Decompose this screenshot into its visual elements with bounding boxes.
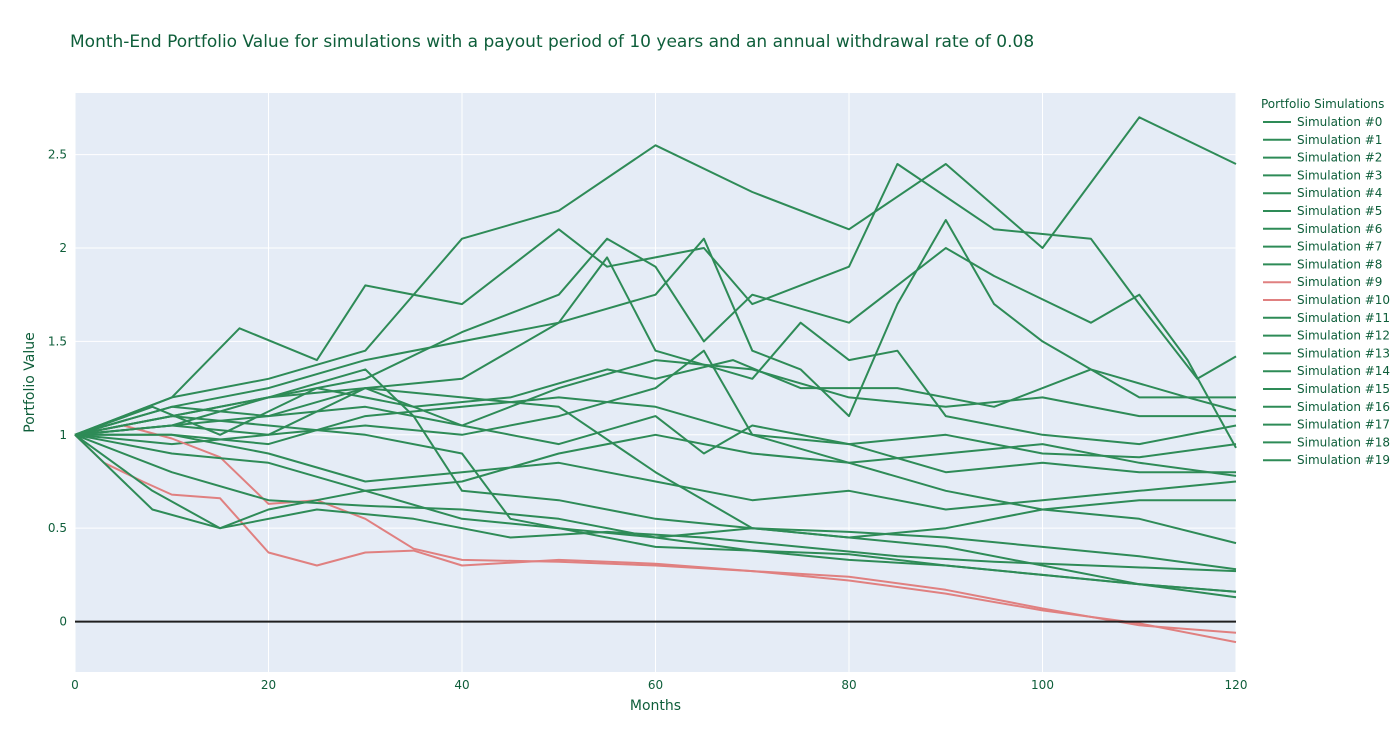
x-tick-label: 0	[71, 678, 79, 692]
legend-item-label[interactable]: Simulation #18	[1297, 435, 1390, 449]
series-line-5	[74, 359, 1237, 436]
series-layer	[74, 116, 1237, 644]
ticks: 0 20 40 60 80 100 120 0 0.5 1 1.5 2 2.5	[48, 148, 1248, 692]
y-tick-label: 0.5	[48, 521, 67, 535]
legend-item-label[interactable]: Simulation #1	[1297, 133, 1382, 147]
legend-item-label[interactable]: Simulation #2	[1297, 151, 1382, 165]
chart-title: Month-End Portfolio Value for simulation…	[70, 32, 1034, 52]
y-tick-label: 0	[59, 615, 67, 629]
x-tick-label: 20	[261, 678, 276, 692]
legend-item-label[interactable]: Simulation #15	[1297, 382, 1390, 396]
legend-item-label[interactable]: Simulation #7	[1297, 240, 1382, 254]
legend-item-label[interactable]: Simulation #16	[1297, 400, 1390, 414]
series-line-1	[74, 163, 1237, 436]
y-tick-label: 2.5	[48, 148, 67, 162]
x-tick-label: 120	[1225, 678, 1248, 692]
x-tick-label: 60	[648, 678, 663, 692]
legend-item-label[interactable]: Simulation #9	[1297, 275, 1382, 289]
series-line-18	[74, 359, 1236, 436]
legend-item-label[interactable]: Simulation #17	[1297, 418, 1390, 432]
legend-item-label[interactable]: Simulation #19	[1297, 453, 1390, 467]
legend-item-label[interactable]: Simulation #3	[1297, 168, 1382, 182]
x-tick-label: 100	[1031, 678, 1054, 692]
series-line-2	[74, 237, 1237, 449]
legend-item-label[interactable]: Simulation #5	[1297, 204, 1382, 218]
x-tick-label: 40	[454, 678, 469, 692]
legend-item-label[interactable]: Simulation #4	[1297, 186, 1382, 200]
legend-item-label[interactable]: Simulation #13	[1297, 346, 1390, 360]
series-line-0	[74, 116, 1237, 436]
series-line-12	[74, 433, 1237, 573]
series-line-8	[75, 433, 1237, 511]
series-line-17	[75, 396, 1237, 545]
legend-item-label[interactable]: Simulation #8	[1297, 257, 1382, 271]
x-tick-label: 80	[841, 678, 856, 692]
series-line-10	[74, 434, 1237, 644]
series-line-6	[74, 349, 1237, 459]
legend-item-label[interactable]: Simulation #0	[1297, 115, 1382, 129]
legend-item-label[interactable]: Simulation #14	[1297, 364, 1390, 378]
series-line-14	[74, 368, 1237, 599]
y-tick-label: 2	[59, 241, 67, 255]
legend-item-label[interactable]: Simulation #12	[1297, 329, 1390, 343]
legend-item-label[interactable]: Simulation #6	[1297, 222, 1382, 236]
series-line-3	[74, 219, 1236, 436]
legend-item-label[interactable]: Simulation #11	[1297, 311, 1390, 325]
legend-item-label[interactable]: Simulation #10	[1297, 293, 1390, 307]
y-tick-label: 1	[59, 428, 67, 442]
legend-title: Portfolio Simulations	[1261, 97, 1384, 111]
series-line-15	[74, 415, 1237, 593]
series-line-9	[74, 424, 1237, 634]
y-tick-label: 1.5	[48, 334, 67, 348]
x-axis-title: Months	[630, 698, 681, 714]
series-line-19	[74, 433, 1237, 492]
y-axis-title: Portfolio Value	[22, 332, 38, 433]
legend: Portfolio Simulations Simulation #0 Simul…	[1261, 97, 1390, 467]
